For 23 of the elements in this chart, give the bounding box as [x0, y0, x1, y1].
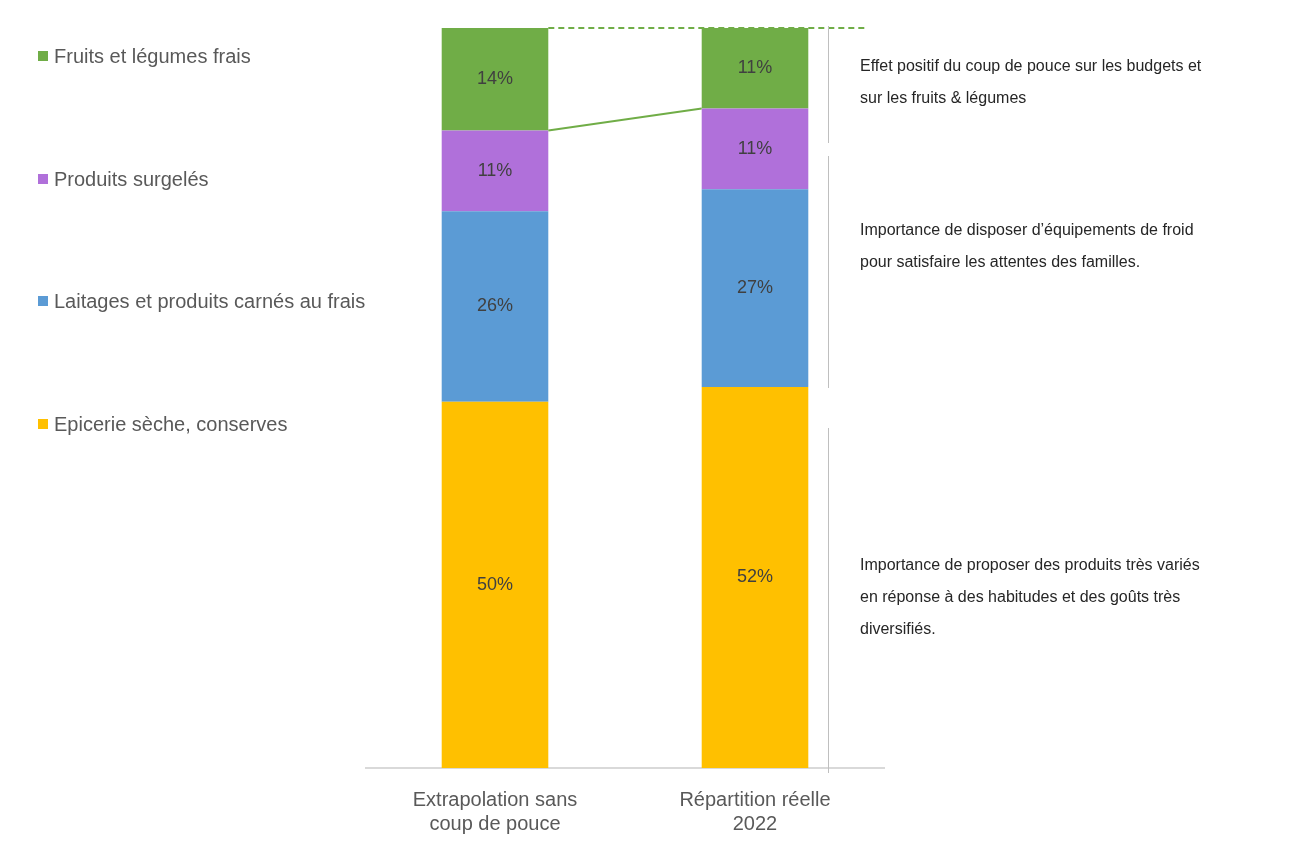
data-label: 11% [737, 137, 773, 158]
data-label: 50% [476, 573, 514, 594]
data-label: 26% [476, 295, 514, 316]
legend-label: Produits surgelés [54, 167, 210, 192]
x-tick-label: Extrapolation sans coup de pouce [412, 787, 578, 834]
legend-label: Fruits et légumes frais [54, 44, 252, 69]
annotation: Effet positif du coup de pouce sur les budgets et sur les fruits & légumes [860, 56, 1203, 108]
data-label: 11% [737, 57, 773, 78]
legend-label: Laitages et produits carnés au frais [54, 289, 367, 314]
bar [441, 130, 549, 212]
bar [441, 401, 549, 768]
data-label: 14% [476, 68, 514, 89]
bar [701, 189, 809, 388]
x-tick-label: Répartition réelle 2022 [679, 787, 831, 834]
bar [701, 387, 809, 768]
legend-label: Epicerie sèche, conserves [54, 412, 289, 437]
data-label: 52% [736, 566, 774, 587]
annotation: Importance de proposer des produits très variés en réponse à des habitudes et des goûts très diversifiés. [860, 555, 1201, 639]
data-label: 27% [736, 277, 774, 298]
data-label: 11% [477, 159, 513, 180]
bar [701, 108, 809, 190]
bar [441, 211, 549, 402]
annotation: Importance de disposer d’équipements de froid pour satisfaire les attentes des familles. [860, 220, 1195, 272]
